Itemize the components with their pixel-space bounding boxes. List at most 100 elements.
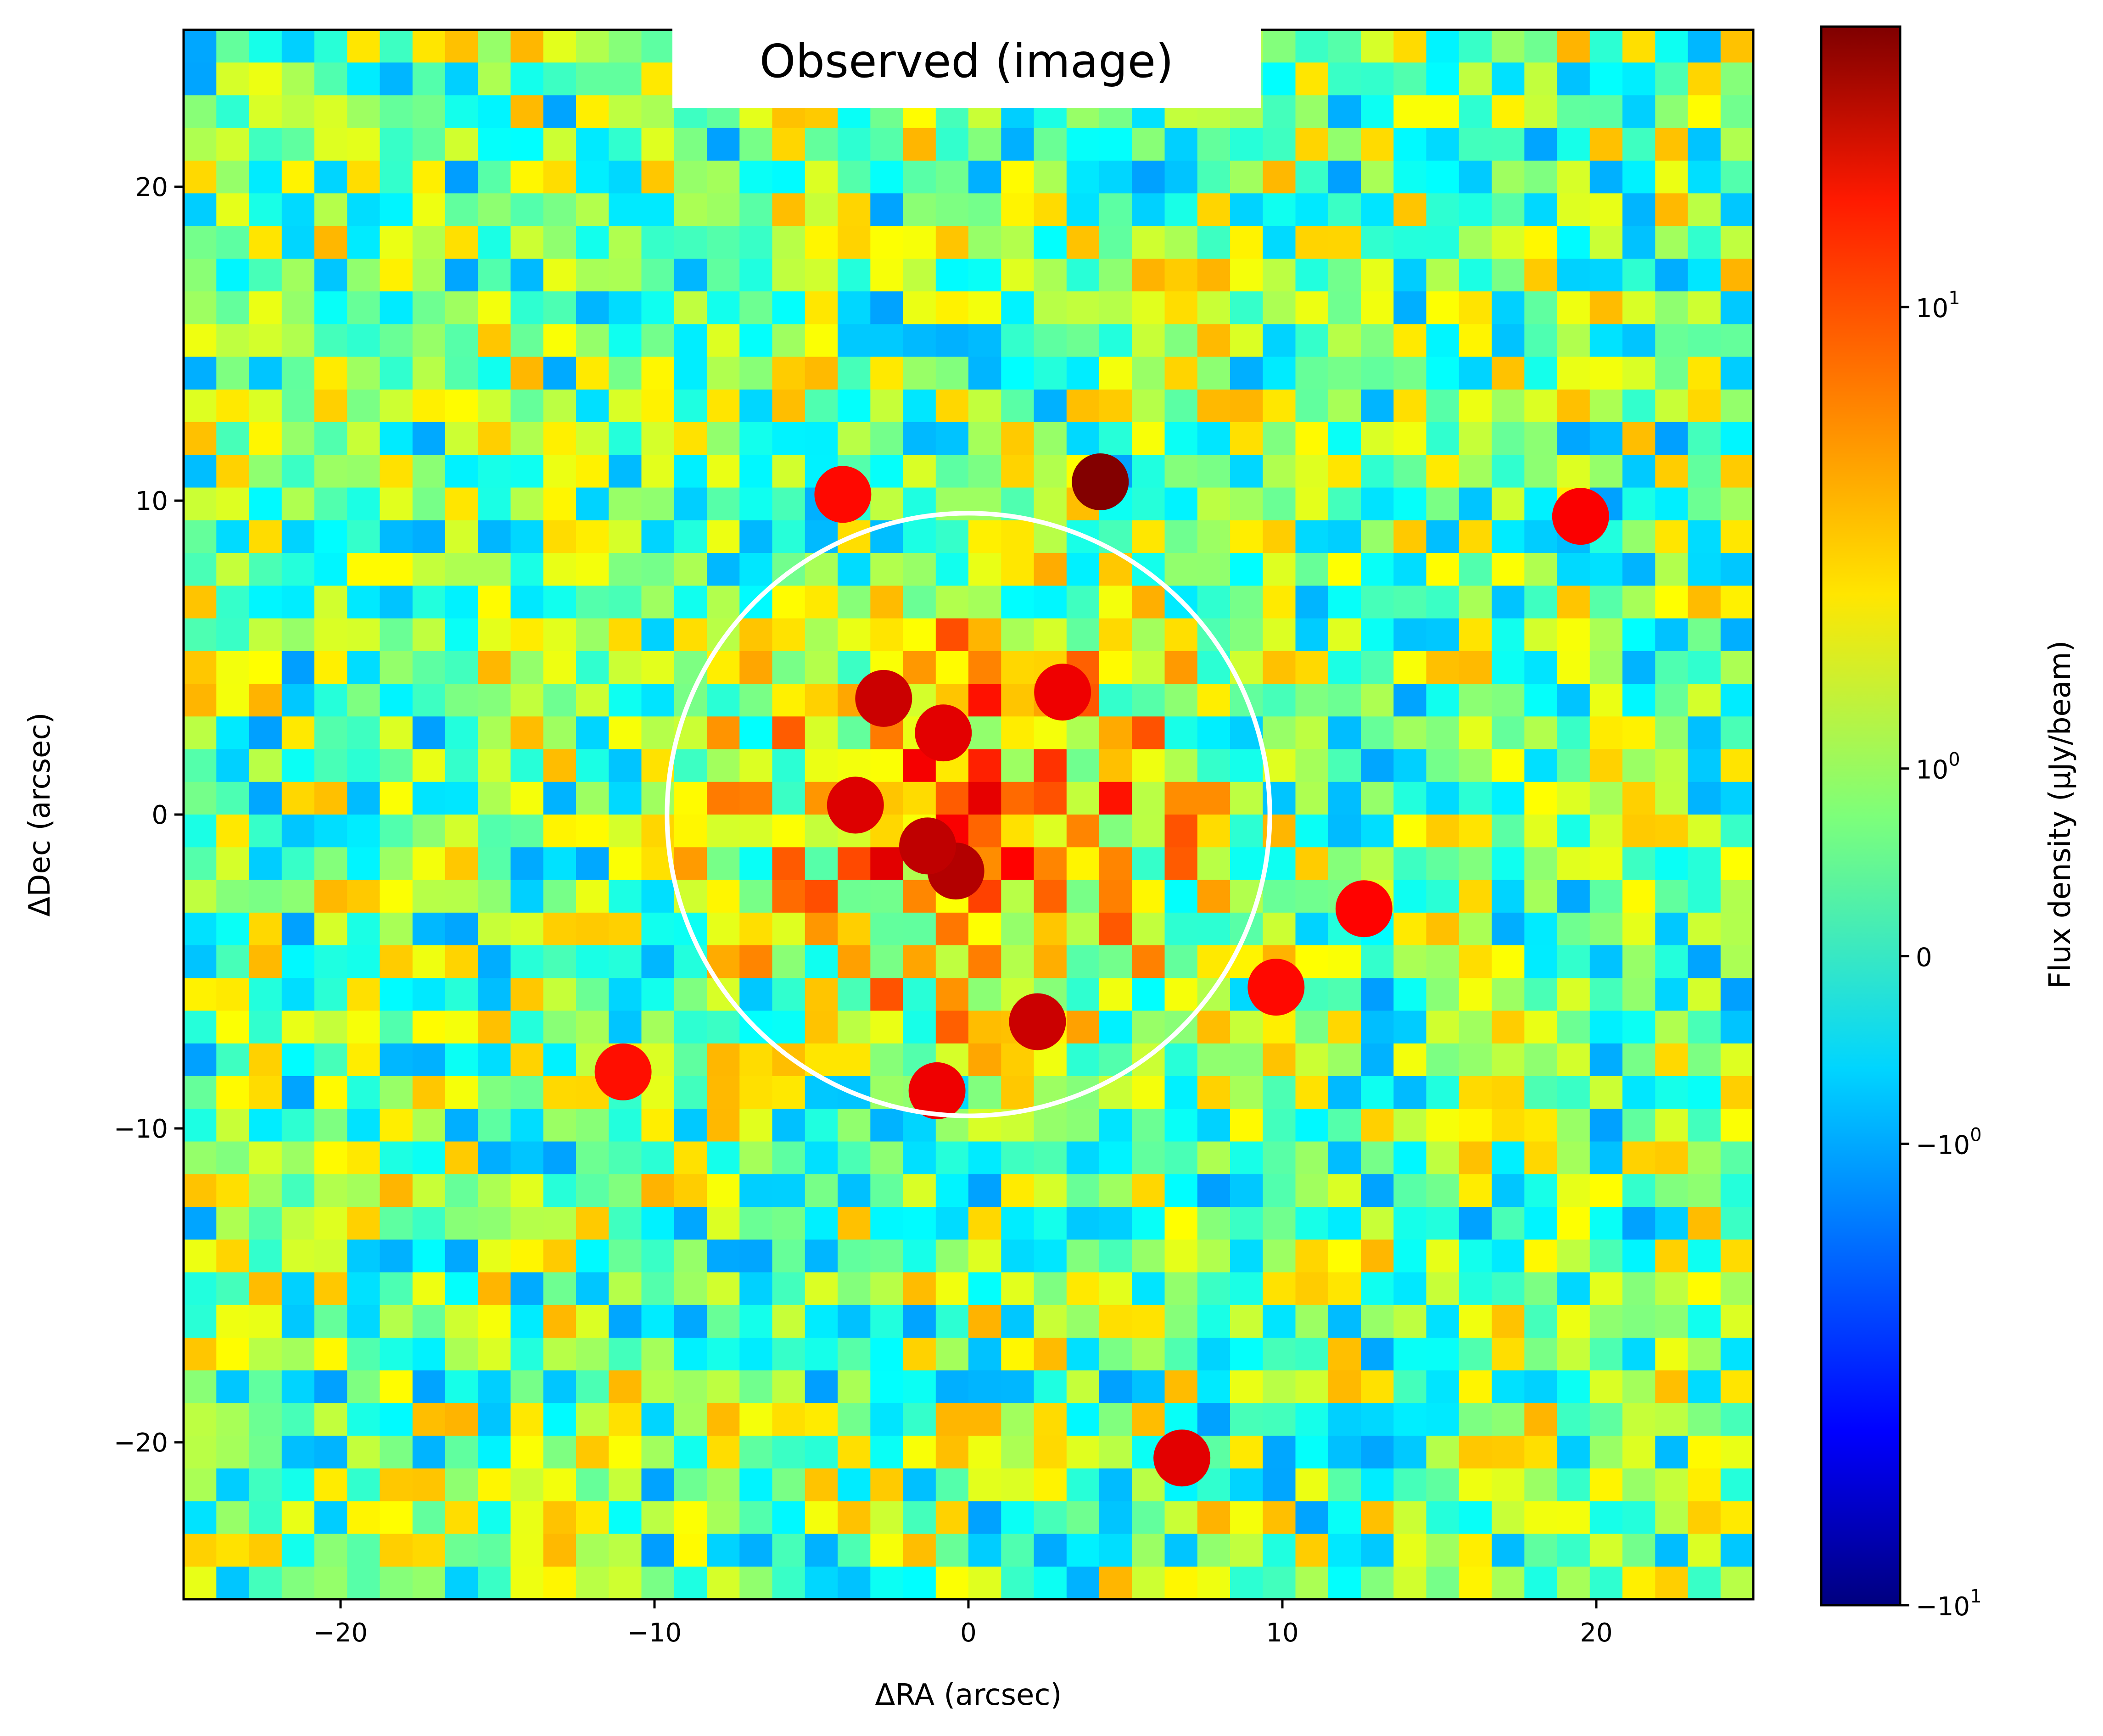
heatmap-cell <box>576 618 610 652</box>
heatmap-cell <box>216 1534 250 1567</box>
heatmap-cell <box>380 1174 413 1208</box>
heatmap-cell <box>1230 1534 1264 1567</box>
heatmap-cell <box>380 716 413 750</box>
heatmap-cell <box>641 1534 675 1567</box>
heatmap-cell <box>1393 1435 1427 1469</box>
heatmap-cell <box>1034 389 1067 423</box>
heatmap-cell <box>1524 1501 1558 1535</box>
heatmap-cell <box>805 1239 839 1273</box>
heatmap-cell <box>1426 455 1460 488</box>
heatmap-cell <box>1524 226 1558 259</box>
heatmap-cell <box>838 912 871 946</box>
heatmap-cell <box>772 258 805 292</box>
heatmap-cell <box>1393 684 1427 717</box>
heatmap-cell <box>1034 912 1067 946</box>
heatmap-cell <box>1197 749 1231 782</box>
heatmap-cell <box>968 1010 1002 1044</box>
heatmap-cell <box>1622 1305 1656 1339</box>
heatmap-cell <box>1524 1141 1558 1175</box>
heatmap-cell <box>1688 95 1721 128</box>
heatmap-cell <box>1655 945 1689 979</box>
heatmap-cell <box>1655 422 1689 456</box>
heatmap-cell <box>1263 62 1296 96</box>
heatmap-cell <box>1263 422 1296 456</box>
heatmap-cell <box>1557 1141 1590 1175</box>
heatmap-cell <box>543 357 577 390</box>
heatmap-cell <box>674 258 708 292</box>
heatmap-cell <box>576 781 610 815</box>
heatmap-cell <box>1034 1534 1067 1567</box>
heatmap-cell <box>707 1566 740 1599</box>
heatmap-cell <box>184 1370 217 1404</box>
heatmap-cell <box>1001 1338 1035 1371</box>
heatmap-cell <box>739 1076 773 1110</box>
heatmap-cell <box>838 324 871 357</box>
heatmap-cell <box>1328 30 1362 63</box>
heatmap-cell <box>1720 1403 1753 1436</box>
heatmap-cell <box>772 422 805 456</box>
heatmap-cell <box>1720 1141 1753 1175</box>
heatmap-cell <box>1066 815 1100 848</box>
heatmap-cell <box>1295 389 1329 423</box>
heatmap-cell <box>1066 226 1100 259</box>
heatmap-cell <box>609 1109 642 1142</box>
heatmap-cell <box>968 1076 1002 1110</box>
heatmap-cell <box>1622 455 1656 488</box>
heatmap-cell <box>805 1468 839 1502</box>
heatmap-cell <box>1263 1076 1296 1110</box>
heatmap-cell <box>1034 815 1067 848</box>
heatmap-cell <box>1099 1141 1133 1175</box>
heatmap-cell <box>1001 520 1035 554</box>
heatmap-cell <box>281 1174 315 1208</box>
heatmap-cell <box>772 1501 805 1535</box>
heatmap-cell <box>1655 684 1689 717</box>
heatmap-cell <box>772 1010 805 1044</box>
heatmap-cell <box>772 978 805 1011</box>
heatmap-cell <box>1492 1207 1525 1240</box>
heatmap-cell <box>1001 1141 1035 1175</box>
bright-source <box>1247 959 1305 1016</box>
heatmap-cell <box>1164 978 1198 1011</box>
heatmap-cell <box>347 1109 380 1142</box>
heatmap-cell <box>1557 749 1590 782</box>
bright-source <box>899 817 956 875</box>
heatmap-cell <box>772 455 805 488</box>
heatmap-cell <box>838 258 871 292</box>
heatmap-cell <box>1393 1566 1427 1599</box>
heatmap-cell <box>968 945 1002 979</box>
heatmap-cell <box>1459 30 1493 63</box>
heatmap-cell <box>1230 226 1264 259</box>
heatmap-cell <box>184 487 217 521</box>
heatmap-cell <box>478 389 511 423</box>
heatmap-cell <box>838 193 871 227</box>
heatmap-cell <box>739 422 773 456</box>
heatmap-cell <box>1589 1534 1623 1567</box>
heatmap-cell <box>1099 684 1133 717</box>
heatmap-cell <box>510 95 544 128</box>
heatmap-cell <box>249 1370 282 1404</box>
heatmap-cell <box>674 422 708 456</box>
heatmap-cell <box>1688 258 1721 292</box>
heatmap-cell <box>772 487 805 521</box>
heatmap-cell <box>249 945 282 979</box>
heatmap-cell <box>347 1272 380 1306</box>
heatmap-cell <box>216 781 250 815</box>
heatmap-cell <box>347 389 380 423</box>
heatmap-cell <box>870 1370 904 1404</box>
heatmap-cell <box>445 1207 479 1240</box>
heatmap-cell <box>641 1207 675 1240</box>
heatmap-cell <box>1492 781 1525 815</box>
heatmap-cell <box>805 1534 839 1567</box>
heatmap-cell <box>903 1272 936 1306</box>
heatmap-cell <box>1720 1207 1753 1240</box>
title-box <box>672 25 1261 108</box>
heatmap-cell <box>1589 945 1623 979</box>
heatmap-cell <box>1393 193 1427 227</box>
heatmap-cell <box>281 553 315 586</box>
heatmap-cell <box>1426 1076 1460 1110</box>
heatmap-cell <box>707 586 740 619</box>
heatmap-cell <box>609 716 642 750</box>
heatmap-cell <box>445 1239 479 1273</box>
heatmap-cell <box>903 1370 936 1404</box>
